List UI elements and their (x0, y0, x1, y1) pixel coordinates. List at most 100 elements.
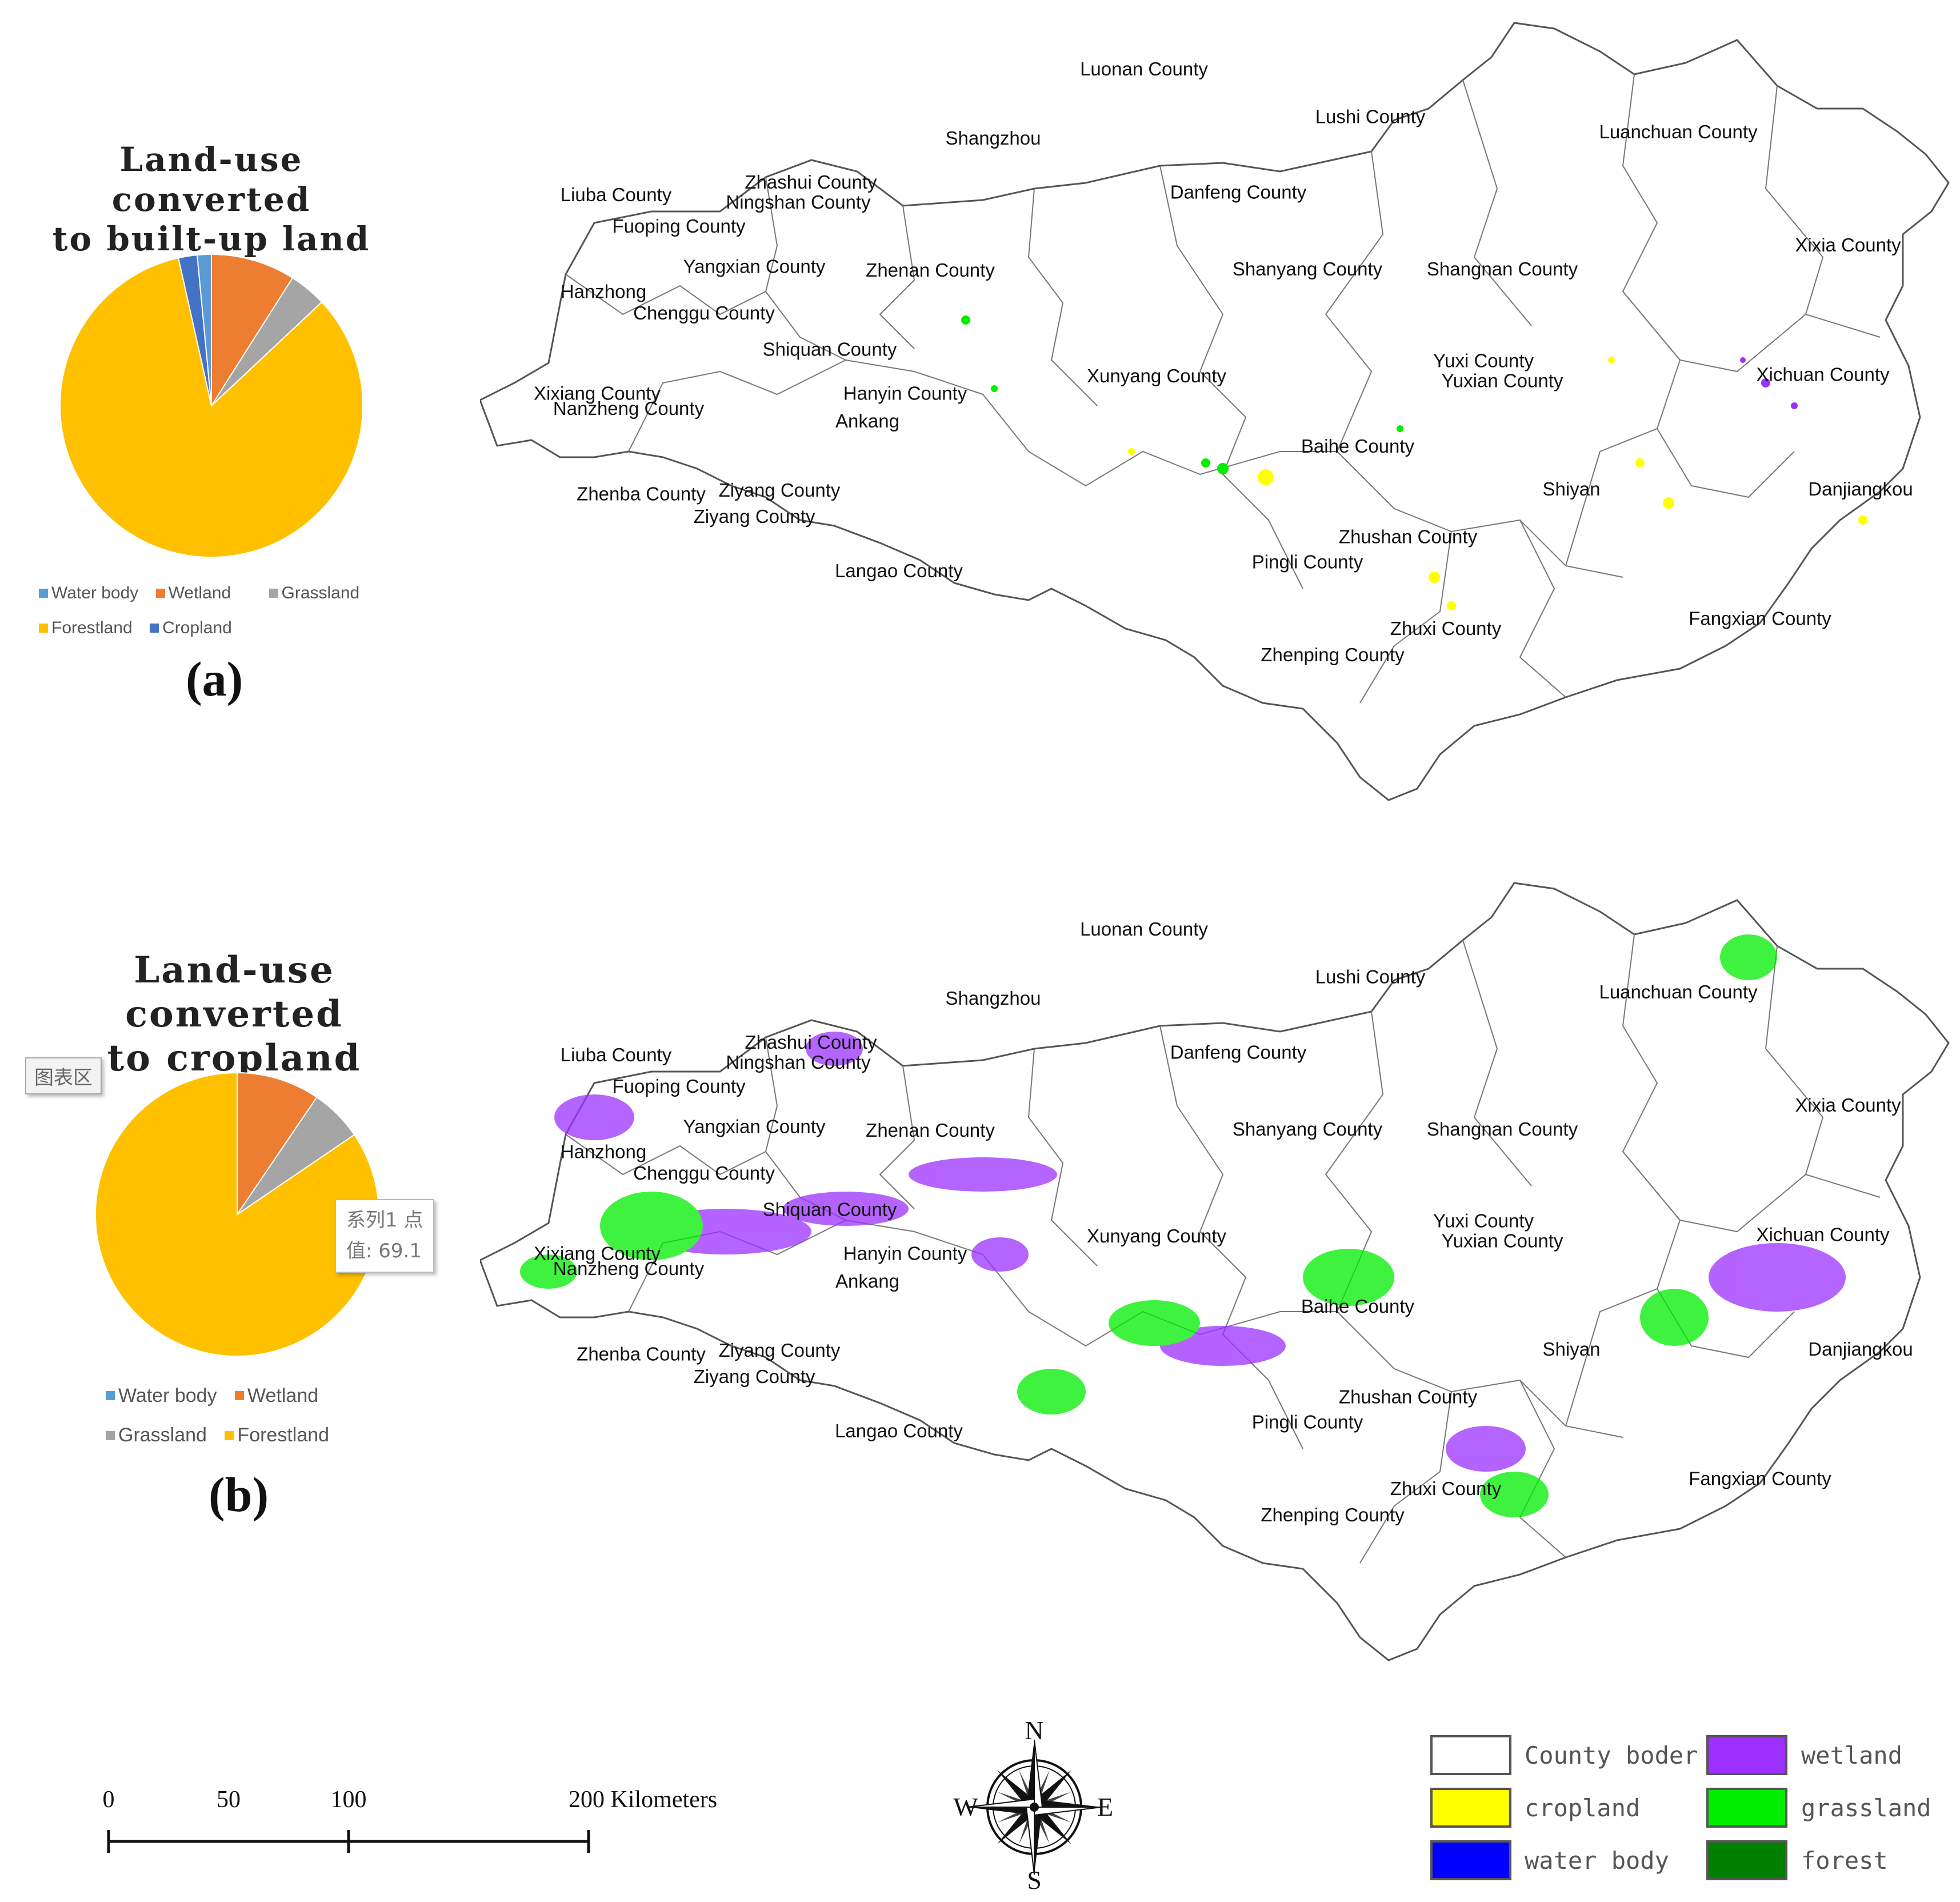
county-boundary (1337, 1311, 1623, 1438)
county-label: Pingli County (1252, 1411, 1363, 1432)
chart-area-tag: 图表区 (25, 1057, 102, 1094)
county-label: Luonan County (1080, 58, 1208, 79)
county-label: Zhuxi County (1390, 618, 1502, 639)
legend-swatch-county-border (1430, 1735, 1511, 1775)
county-label: Ankang (835, 1270, 899, 1292)
county-label: Shangzhou (946, 988, 1041, 1009)
county-label: Zhenan County (866, 259, 995, 281)
wetland-cluster (783, 1192, 909, 1226)
map-b: Luonan County Lushi County Luanchuan Count… (480, 882, 1950, 1661)
county-label: Chenggu County (633, 302, 775, 323)
county-label: Zhenba County (577, 1344, 706, 1365)
legend-item-water-body: Water body (39, 584, 138, 603)
legend-label: Cropland (162, 618, 232, 637)
county-boundary (1765, 945, 1824, 1175)
county-boundary (1622, 291, 1881, 373)
wetland-cluster (1709, 1243, 1846, 1312)
county-label: Ziyang County (719, 480, 841, 501)
legend-swatch (269, 589, 278, 598)
region-outline (480, 882, 1950, 1661)
county-label: Shangzhou (946, 127, 1041, 149)
pie-slice-wetland (211, 253, 294, 408)
legend-item-water-body: Water body (106, 1385, 217, 1407)
legend-swatch-water-body (1430, 1840, 1511, 1880)
county-label: Shiyan (1543, 1338, 1601, 1360)
grassland-patch (1397, 425, 1403, 432)
pie-a-legend: Water body Wetland Grassland Forestland … (39, 583, 405, 638)
county-label: Ankang (835, 410, 899, 431)
wetland-cluster (806, 1032, 863, 1066)
county-label: Hanzhong (561, 281, 646, 302)
wetland-cluster (909, 1157, 1057, 1192)
pie-slice-water-body (196, 253, 212, 406)
legend-swatch (39, 624, 48, 633)
grassland-patch (1201, 458, 1210, 467)
county-label: Shiyan (1543, 478, 1601, 500)
county-label: Luanchuan County (1599, 981, 1758, 1002)
county-label: Yuxi County (1433, 350, 1534, 371)
grassland-cluster (1480, 1472, 1549, 1517)
county-label: Danjiangkou (1808, 478, 1913, 500)
county-labels-a: Luonan County Lushi County Luanchuan Count… (534, 58, 1913, 665)
county-label: Fuoping County (613, 215, 746, 237)
legend-swatch (235, 1391, 245, 1400)
county-label: Zhenba County (577, 484, 706, 505)
county-label: Lushi County (1315, 106, 1426, 127)
county-label: Xichuan County (1757, 1224, 1890, 1245)
grassland-cluster (1640, 1289, 1709, 1346)
legend-item-grassland: Grassland (106, 1424, 207, 1447)
county-boundary (1656, 1220, 1795, 1358)
county-label: Nanzheng County (553, 1258, 705, 1279)
county-label: Xichuan County (1757, 364, 1890, 385)
county-label: Langao County (835, 560, 963, 581)
county-boundary (1462, 940, 1532, 1186)
county-label: Ziyang County (694, 1366, 815, 1387)
legend-swatch (39, 589, 48, 598)
county-boundary (982, 394, 1337, 487)
legend-swatch-grassland (1706, 1788, 1787, 1828)
county-label: Ziyang County (719, 1340, 841, 1361)
legend-swatch-cropland (1430, 1788, 1511, 1828)
county-boundary (1027, 188, 1098, 406)
cropland-patch (1635, 458, 1645, 467)
county-label: Zhenan County (866, 1120, 995, 1141)
county-boundaries (565, 934, 1881, 1564)
legend-item-wetland: Wetland (235, 1385, 318, 1407)
grassland-patch (961, 315, 970, 325)
county-boundary (565, 1134, 766, 1176)
county-label: Liuba County (561, 184, 672, 205)
legend-swatch (106, 1431, 115, 1440)
cropland-patch (1128, 448, 1135, 455)
county-label: Xunyang County (1087, 1225, 1227, 1246)
county-boundary (1359, 1391, 1452, 1564)
panel-a-letter: (a) (186, 652, 243, 706)
county-label: Hanyin County (843, 383, 967, 404)
wetland-patch (1761, 378, 1770, 387)
pie-slice-wetland (237, 1072, 318, 1217)
county-label: Luonan County (1080, 918, 1208, 940)
cropland-patch (1447, 601, 1456, 610)
county-label: Baihe County (1301, 1296, 1415, 1317)
county-boundary (1027, 1048, 1098, 1266)
wetland-cluster (971, 1237, 1029, 1272)
county-label: Yangxian County (683, 255, 826, 277)
county-label: Shanyang County (1233, 1118, 1383, 1140)
legend-label-forest: forest (1801, 1847, 1888, 1875)
county-boundaries (565, 74, 1881, 704)
legend-swatch (150, 624, 159, 633)
county-boundary (1337, 451, 1623, 578)
county-boundary (1565, 428, 1658, 566)
county-boundary (1159, 1025, 1224, 1232)
county-label: Baihe County (1301, 435, 1415, 457)
county-label: Zhuxi County (1390, 1478, 1502, 1499)
legend-label: Grassland (281, 584, 360, 602)
county-boundary (879, 205, 915, 349)
scale-label-100: 100 (331, 1787, 367, 1813)
legend-swatch-wetland (1706, 1735, 1787, 1775)
legend-label: Water body (51, 584, 139, 602)
legend-label-cropland: cropland (1525, 1794, 1640, 1822)
county-label: Luanchuan County (1599, 121, 1758, 142)
county-label: Ningshan County (726, 191, 871, 213)
legend-label-grassland: grassland (1801, 1794, 1931, 1822)
legend-label-water-body: water body (1525, 1847, 1669, 1875)
